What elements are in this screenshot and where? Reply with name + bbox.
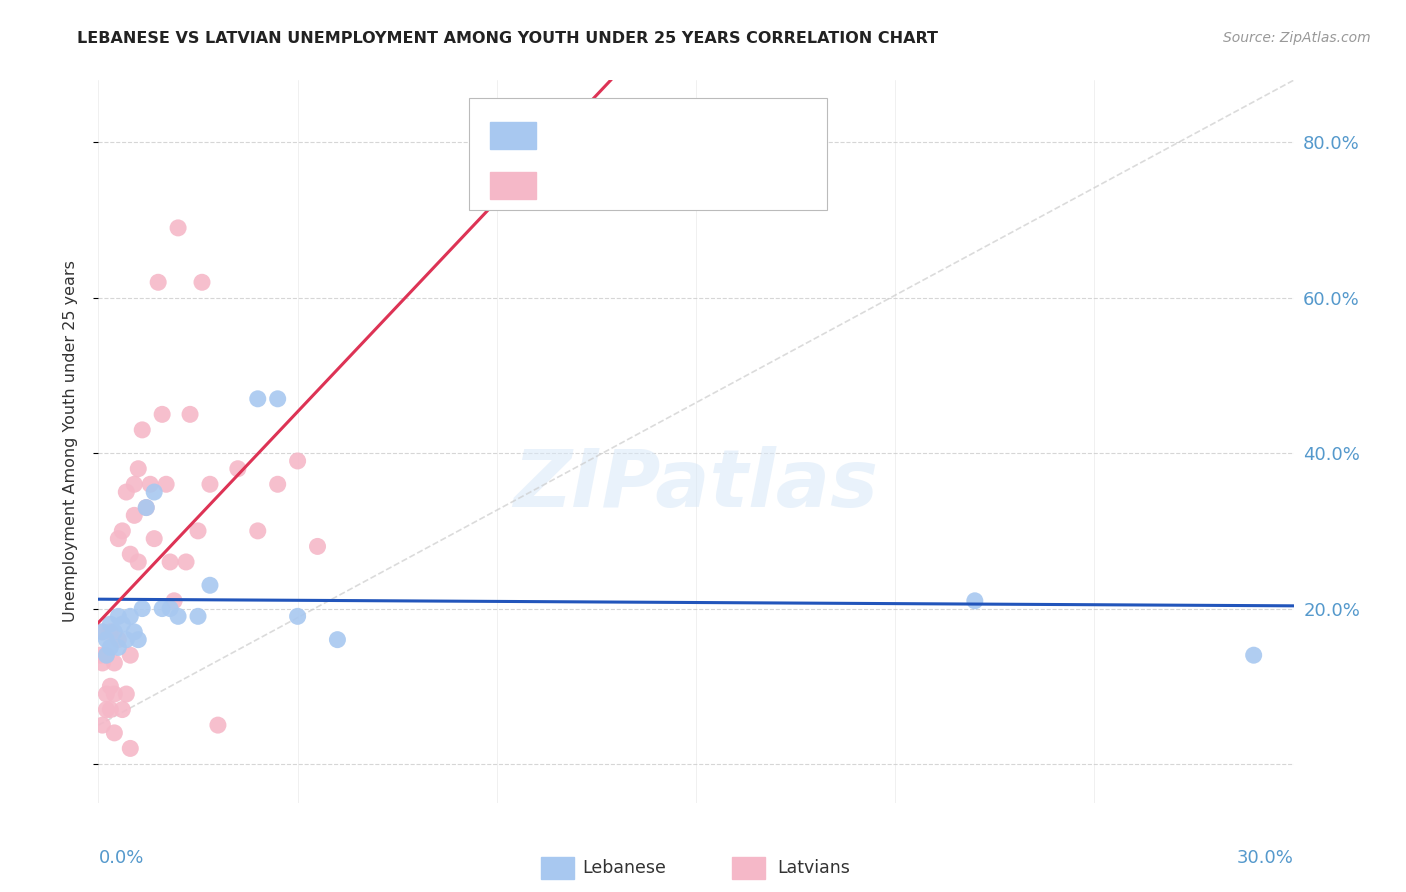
Point [107, 632, 129, 647]
Point [226, 461, 249, 475]
Point [159, 601, 181, 615]
Point [89, 648, 111, 663]
Bar [733, 857, 765, 879]
Point [187, 524, 209, 538]
Point [111, 702, 134, 716]
Text: 30.0%: 30.0% [1237, 849, 1294, 867]
Point [191, 275, 214, 289]
Text: ZIPatlas: ZIPatlas [513, 446, 879, 524]
Point [91, 718, 114, 732]
Point [174, 555, 197, 569]
Text: Lebanese: Lebanese [582, 859, 666, 877]
Point [115, 687, 138, 701]
Point [287, 454, 309, 468]
Bar [541, 857, 574, 879]
Text: 0.0%: 0.0% [98, 849, 143, 867]
Text: R = 0.052   N = 27: R = 0.052 N = 27 [550, 127, 714, 145]
Point [98, 640, 122, 655]
Point [207, 718, 229, 732]
Point [103, 726, 125, 740]
Point [267, 477, 290, 491]
Point [98, 617, 122, 632]
Bar [491, 172, 536, 200]
Point [115, 632, 138, 647]
Point [148, 275, 170, 289]
Point [120, 648, 142, 663]
Point [96, 648, 118, 663]
Point [139, 477, 162, 491]
Point [103, 687, 125, 701]
Point [143, 485, 166, 500]
Point [91, 624, 114, 639]
Text: Latvians: Latvians [778, 859, 851, 877]
Point [287, 609, 309, 624]
Point [159, 555, 181, 569]
Point [179, 408, 201, 422]
Point [326, 632, 349, 647]
Point [131, 601, 153, 615]
Point [96, 687, 118, 701]
Point [127, 461, 149, 475]
Point [98, 679, 122, 693]
Point [135, 500, 157, 515]
Point [246, 524, 269, 538]
Point [167, 220, 190, 235]
Point [107, 640, 129, 655]
Point [143, 532, 166, 546]
Point [107, 609, 129, 624]
Point [150, 601, 173, 615]
Point [135, 500, 157, 515]
Point [91, 656, 114, 670]
Point [96, 702, 118, 716]
Point [120, 609, 142, 624]
Point [307, 540, 329, 554]
Text: R = 0.550   N = 47: R = 0.550 N = 47 [550, 177, 714, 194]
Y-axis label: Unemployment Among Youth under 25 years: Unemployment Among Youth under 25 years [63, 260, 77, 623]
Point [103, 656, 125, 670]
Point [124, 508, 146, 523]
Point [963, 594, 986, 608]
Point [96, 648, 118, 663]
Point [127, 632, 149, 647]
Point [120, 741, 142, 756]
Point [198, 578, 221, 592]
Point [107, 532, 129, 546]
Point [198, 477, 221, 491]
Point [131, 423, 153, 437]
Point [1243, 648, 1265, 663]
Point [124, 624, 146, 639]
Point [98, 624, 122, 639]
Point [127, 555, 149, 569]
Point [111, 524, 134, 538]
Point [267, 392, 290, 406]
Point [167, 609, 190, 624]
Point [246, 392, 269, 406]
Point [155, 477, 177, 491]
Point [163, 594, 186, 608]
Point [96, 632, 118, 647]
Point [103, 624, 125, 639]
Point [115, 485, 138, 500]
Text: Source: ZipAtlas.com: Source: ZipAtlas.com [1223, 31, 1371, 45]
Point [187, 609, 209, 624]
Bar [491, 121, 536, 149]
Point [98, 702, 122, 716]
FancyBboxPatch shape [470, 98, 827, 211]
Point [124, 477, 146, 491]
Point [111, 617, 134, 632]
Point [120, 547, 142, 561]
Point [150, 408, 173, 422]
Text: LEBANESE VS LATVIAN UNEMPLOYMENT AMONG YOUTH UNDER 25 YEARS CORRELATION CHART: LEBANESE VS LATVIAN UNEMPLOYMENT AMONG Y… [77, 31, 938, 46]
Point [91, 624, 114, 639]
